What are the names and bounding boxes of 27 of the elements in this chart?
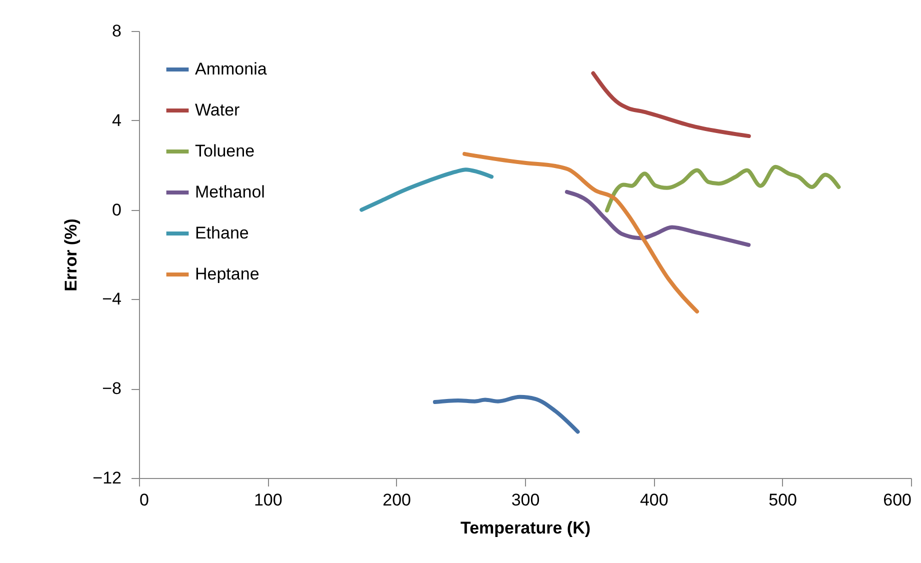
legend-label: Ammonia [195, 60, 268, 78]
y-tick-label: 0 [112, 200, 122, 220]
line-series [462, 152, 700, 314]
y-tick-label: 8 [112, 22, 122, 40]
legend-label: Methanol [195, 182, 265, 202]
line-series [360, 168, 494, 212]
x-tick-label: 600 [883, 490, 912, 510]
line-series [591, 71, 751, 138]
x-tick-label: 500 [768, 490, 798, 510]
x-tick-label: 400 [640, 490, 668, 510]
legend-label: Water [195, 100, 240, 120]
x-tick-label: 100 [254, 490, 282, 510]
line-series [564, 190, 751, 247]
line-series [604, 164, 841, 212]
x-tick-label: 200 [382, 490, 412, 510]
x-tick-label: 0 [140, 490, 149, 510]
y-axis-title: Error (%) [62, 218, 81, 292]
line-series [432, 394, 580, 434]
legend-label: Toluene [195, 142, 255, 160]
x-axis-title: Temperature (K) [460, 518, 591, 538]
y-tick-label: 4 [112, 110, 122, 130]
y-tick-label: −4 [102, 290, 122, 309]
y-tick-label: −8 [102, 379, 122, 398]
x-tick-label: 300 [511, 490, 540, 510]
legend-label: Ethane [195, 224, 249, 242]
y-tick-label: −12 [92, 468, 122, 488]
legend-label: Heptane [195, 264, 260, 284]
